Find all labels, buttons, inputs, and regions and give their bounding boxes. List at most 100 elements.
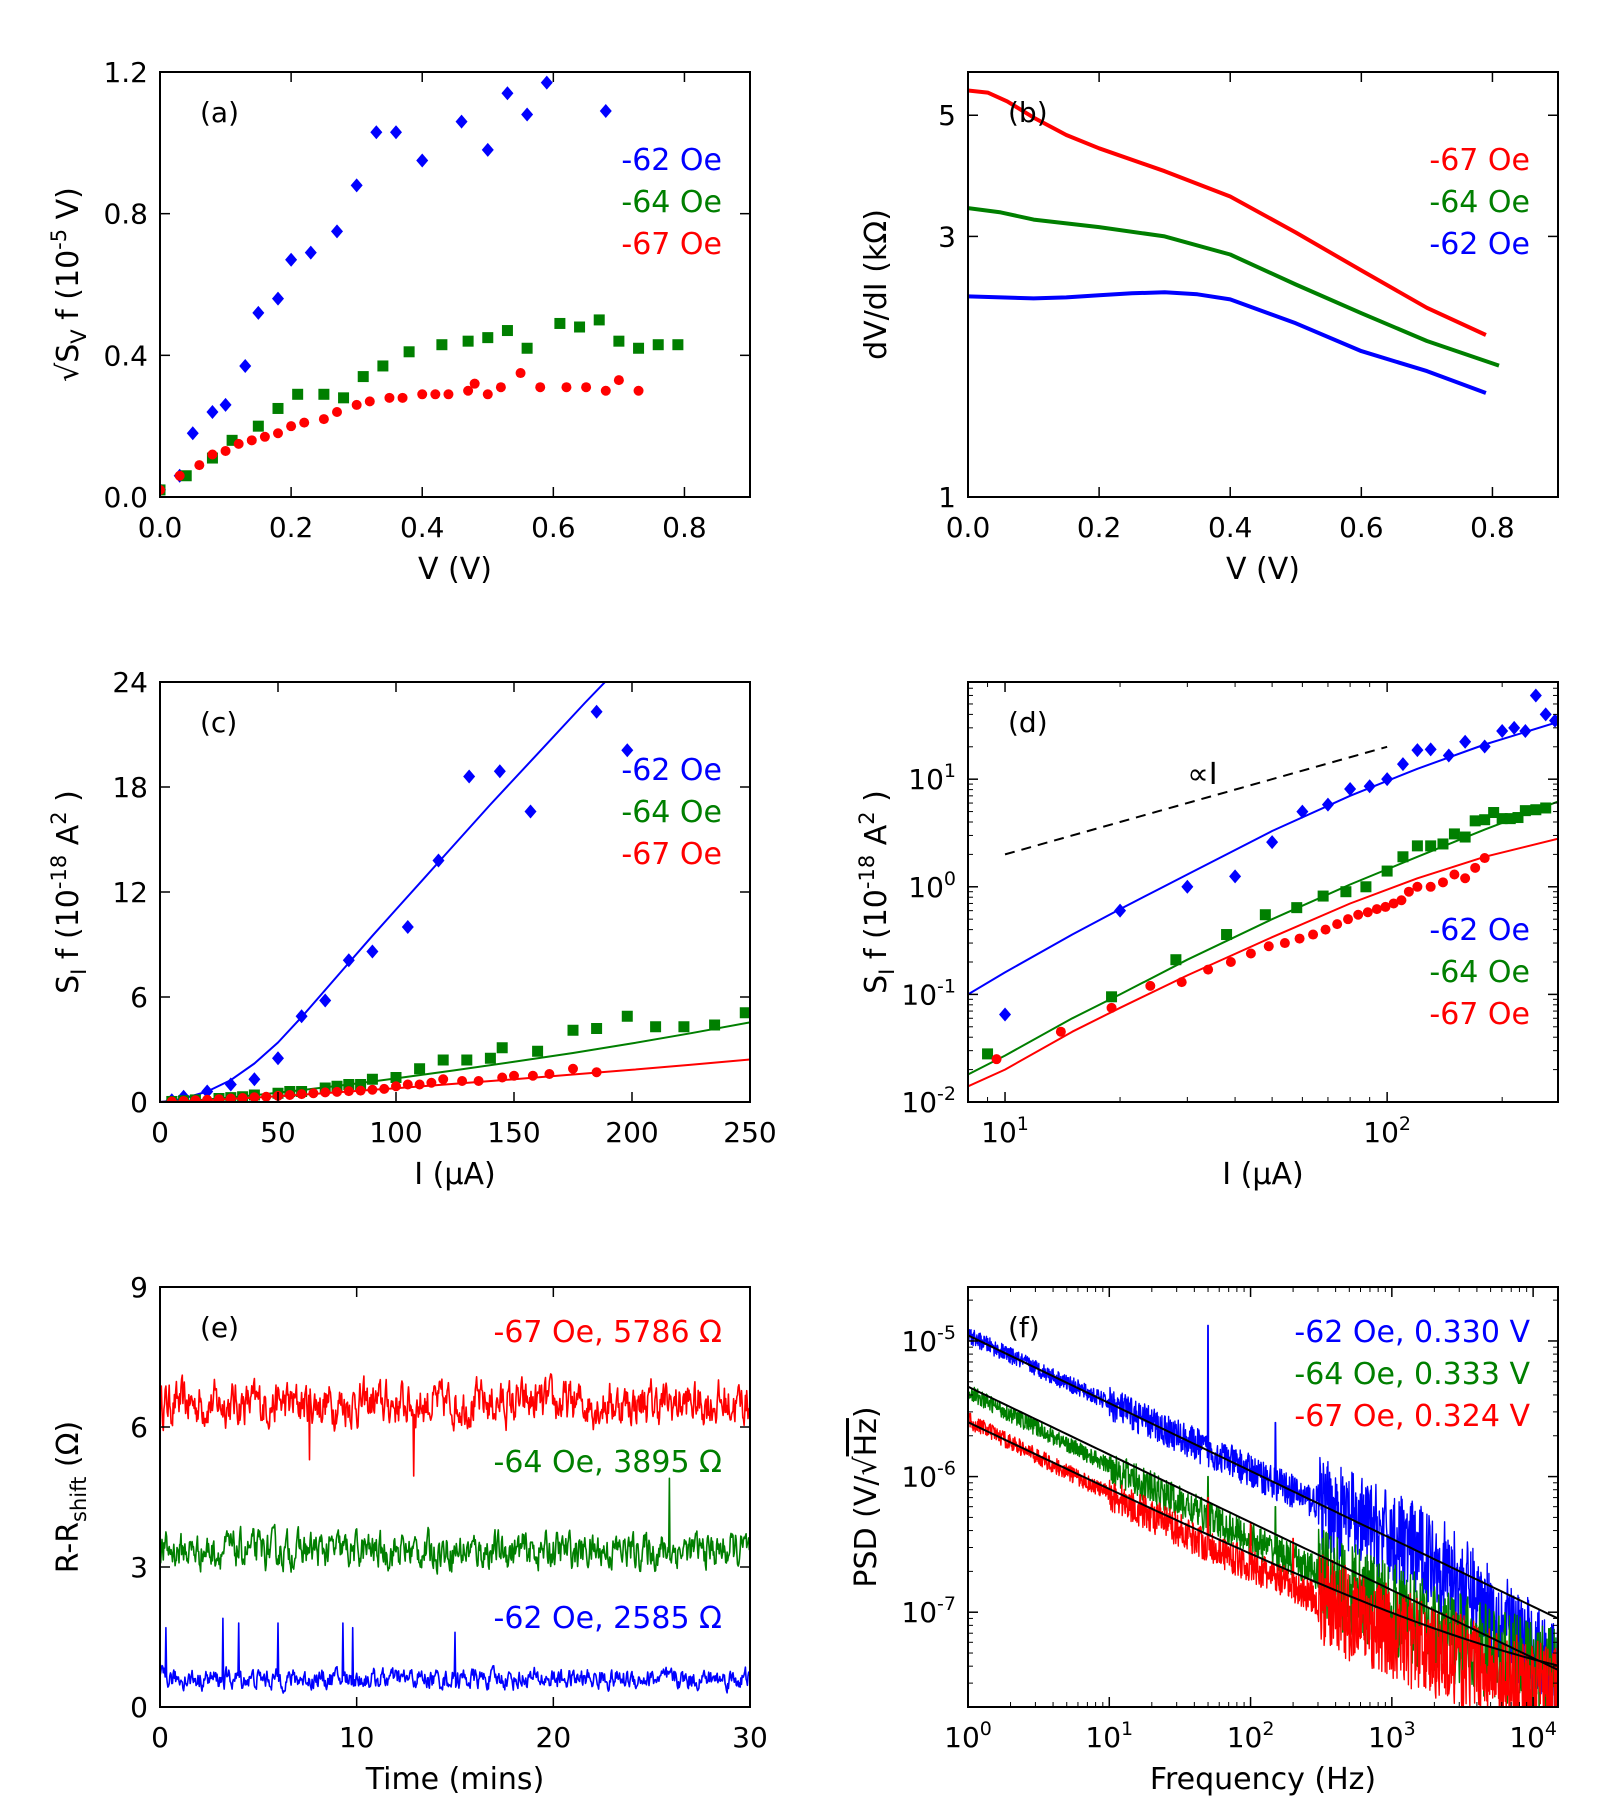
panel-e: 0 10 20 30 0 3 6 9 Time (mins) R-Rshift (Ω) (e) -67… <box>51 1271 768 1797</box>
data-point <box>521 342 533 354</box>
data-point <box>1470 862 1481 873</box>
data-point <box>1344 782 1357 797</box>
series-line <box>968 206 1500 368</box>
data-point <box>194 460 205 471</box>
annotation: ∝I <box>1187 757 1217 792</box>
data-point <box>292 388 304 400</box>
data-point <box>1296 804 1309 819</box>
text-part: V <box>67 329 91 344</box>
y-tick-label: 24 <box>112 666 148 699</box>
y-tick-label: 9 <box>130 1271 148 1304</box>
data-point <box>226 434 238 446</box>
x-tick-label: 0.0 <box>138 511 183 544</box>
data-point <box>430 389 441 400</box>
data-point <box>248 1072 261 1087</box>
data-point <box>535 382 546 393</box>
data-point <box>296 1089 307 1100</box>
data-point <box>1181 879 1194 894</box>
data-point <box>272 1051 284 1066</box>
y-tick-label: 10-5 <box>901 1322 956 1358</box>
x-tick-label: 0.6 <box>531 511 576 544</box>
y-tick-label: 1 <box>938 481 956 514</box>
x-axis-label: Time (mins) <box>365 1762 545 1797</box>
data-point <box>284 1090 295 1100</box>
text-part: 2 <box>855 811 879 824</box>
panel-label: (f) <box>1008 1311 1040 1344</box>
data-point <box>416 153 429 168</box>
plot-frame <box>967 1286 1559 1708</box>
legend-entry: -67 Oe <box>1429 143 1530 178</box>
text-part: -5 <box>937 1322 956 1344</box>
data-point <box>581 382 592 393</box>
data-point <box>414 1079 425 1090</box>
panel-a: 0.0 0.2 0.4 0.6 0.8 0.0 0.4 0.8 1.2 V (V) √SV f (1… <box>47 56 751 587</box>
x-tick-label: 10 <box>339 1721 375 1754</box>
text-part: 10 <box>901 1596 937 1629</box>
legend-entry: -64 Oe <box>621 795 722 830</box>
data-point <box>1496 724 1509 739</box>
text-part: f (10 <box>859 889 894 969</box>
text-part: 2 <box>1399 1113 1411 1135</box>
text-part: 10 <box>1085 1721 1121 1754</box>
data-point <box>739 1007 750 1019</box>
plot-frame <box>159 71 751 498</box>
data-point <box>561 382 572 393</box>
data-point <box>495 382 506 393</box>
data-point <box>438 1074 449 1085</box>
data-point <box>1279 938 1290 949</box>
data-point <box>366 1073 378 1085</box>
x-tick-label: 0 <box>151 1116 169 1149</box>
panel-label: (a) <box>200 96 239 129</box>
series-label: -67 Oe, 5786 Ω <box>494 1315 723 1350</box>
x-tick-label: 50 <box>260 1116 296 1149</box>
data-point <box>1332 919 1343 930</box>
legend-entry: -67 Oe <box>621 837 722 872</box>
data-point <box>299 417 310 428</box>
time-trace <box>160 1477 750 1575</box>
data-point <box>397 392 408 403</box>
x-tick-label: 100 <box>944 1718 992 1754</box>
data-point <box>1114 903 1127 918</box>
data-point <box>1266 835 1279 850</box>
data-point <box>554 317 566 329</box>
data-point <box>463 385 474 396</box>
x-tick-label: 20 <box>536 1721 572 1754</box>
data-point <box>367 1084 378 1095</box>
data-point <box>1508 720 1521 735</box>
text-part: S <box>51 344 86 363</box>
y-tick-label: 0.8 <box>103 198 148 231</box>
data-point <box>1424 742 1437 757</box>
text-part: S <box>859 975 894 994</box>
x-tick-label: 0.8 <box>662 511 707 544</box>
data-point <box>186 426 199 441</box>
series-line <box>968 290 1487 395</box>
data-point <box>401 920 414 934</box>
x-tick-label: 102 <box>1227 1718 1275 1754</box>
data-point <box>219 397 232 412</box>
data-point <box>259 431 270 442</box>
data-point <box>1519 724 1532 739</box>
data-point <box>484 1052 496 1064</box>
psd-trace <box>968 1386 1558 1707</box>
data-point <box>1353 909 1364 920</box>
data-point <box>1488 807 1500 819</box>
y-tick-label: 12 <box>112 876 148 909</box>
text-part: 10 <box>1368 1721 1404 1754</box>
data-point <box>600 385 611 396</box>
data-point <box>1496 813 1508 825</box>
x-axis-label: I (μA) <box>1222 1157 1303 1192</box>
y-tick-label: 18 <box>112 771 148 804</box>
legend-entry: -62 Oe <box>621 143 722 178</box>
text-part: √ <box>849 1456 884 1476</box>
text-part: 1 <box>1017 1113 1029 1135</box>
data-point <box>524 804 537 819</box>
text-part: 2 <box>47 811 71 824</box>
data-point <box>1530 804 1542 816</box>
text-part: R-R <box>51 1522 86 1573</box>
fit-line <box>968 1334 1558 1620</box>
text-part: -18 <box>47 855 71 889</box>
data-point <box>1340 886 1352 898</box>
data-point <box>190 1095 201 1102</box>
y-tick-label: 0.0 <box>103 481 148 514</box>
time-trace <box>160 1373 750 1477</box>
